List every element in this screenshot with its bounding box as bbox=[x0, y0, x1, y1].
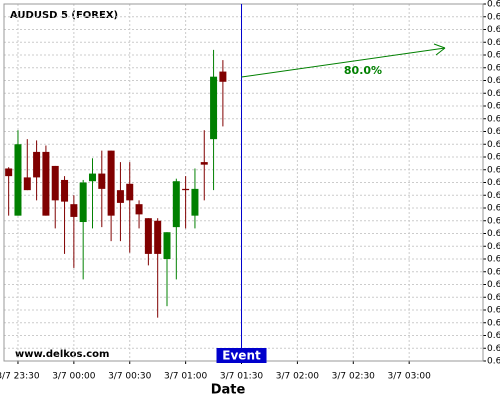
candle-body bbox=[5, 168, 13, 177]
candle-body bbox=[219, 71, 227, 82]
y-tick-label: 0.693 bbox=[487, 63, 500, 73]
y-tick-label: 0.6935 bbox=[487, 0, 500, 10]
y-tick-label: 0.6928 bbox=[487, 89, 500, 99]
candle-body bbox=[23, 177, 31, 191]
candle-body bbox=[200, 162, 208, 165]
y-tick-label: 0.6914 bbox=[487, 267, 500, 277]
candle-body bbox=[14, 144, 22, 216]
y-tick-label: 0.6918 bbox=[487, 216, 500, 226]
y-tick-label: 0.6921 bbox=[487, 178, 500, 188]
y-tick-label: 0.6924 bbox=[487, 140, 500, 150]
x-tick-label: 3/7 00:30 bbox=[108, 372, 152, 382]
y-tick-label: 0.691 bbox=[487, 318, 500, 328]
candle-body bbox=[98, 173, 106, 189]
candle-body bbox=[154, 220, 162, 254]
candle-body bbox=[135, 204, 143, 215]
annotation: 80.0% bbox=[344, 64, 382, 77]
event-label: Event bbox=[222, 349, 261, 363]
y-tick-label: 0.6913 bbox=[487, 280, 500, 290]
candle-body bbox=[163, 232, 171, 259]
candle-body bbox=[210, 76, 218, 140]
candle-body bbox=[172, 181, 180, 228]
y-tick-label: 0.6933 bbox=[487, 25, 500, 35]
y-tick-label: 0.6912 bbox=[487, 293, 500, 303]
x-tick-label: 3/7 02:30 bbox=[332, 372, 376, 382]
y-tick-label: 0.6916 bbox=[487, 242, 500, 252]
candle-body bbox=[33, 151, 41, 178]
candle-body bbox=[182, 188, 190, 191]
y-tick-label: 0.6909 bbox=[487, 331, 500, 341]
y-tick-label: 0.6908 bbox=[487, 344, 500, 354]
candle-body bbox=[126, 183, 134, 201]
y-tick-label: 0.6917 bbox=[487, 229, 500, 239]
y-tick-label: 0.6925 bbox=[487, 127, 500, 137]
y-tick-label: 0.692 bbox=[487, 191, 500, 201]
y-tick-label: 0.6922 bbox=[487, 165, 500, 175]
y-tick-label: 0.6907 bbox=[487, 357, 500, 367]
candle-body bbox=[191, 188, 199, 216]
y-tick-label: 0.6932 bbox=[487, 38, 500, 48]
event-badge bbox=[216, 348, 267, 363]
candle-body bbox=[79, 182, 87, 223]
candle-body bbox=[70, 204, 78, 217]
candle-body bbox=[42, 151, 50, 216]
x-tick-label: 3/7 01:30 bbox=[220, 372, 264, 382]
y-tick-label: 0.6911 bbox=[487, 306, 500, 316]
arrow-head bbox=[433, 43, 446, 56]
y-tick-label: 0.6927 bbox=[487, 102, 500, 112]
candle-body bbox=[61, 179, 69, 202]
candle-body bbox=[51, 165, 59, 201]
y-tick-label: 0.6929 bbox=[487, 76, 500, 86]
plot-area bbox=[3, 3, 484, 362]
y-tick-label: 0.6926 bbox=[487, 114, 500, 124]
y-tick-label: 0.6919 bbox=[487, 204, 500, 214]
y-tick-label: 0.6931 bbox=[487, 51, 500, 61]
y-tick-label: 0.6934 bbox=[487, 12, 500, 22]
y-tick-label: 0.6923 bbox=[487, 153, 500, 163]
candle-body bbox=[116, 190, 124, 203]
candle-body bbox=[88, 173, 96, 182]
candle-body bbox=[144, 218, 152, 254]
chart-title: AUDUSD 5 (FOREX) bbox=[10, 10, 118, 21]
watermark: www.delkos.com bbox=[15, 349, 109, 360]
x-axis-title: Date bbox=[211, 383, 246, 398]
x-tick-label: 3/7 00:00 bbox=[52, 372, 96, 382]
forecast-arrow bbox=[241, 47, 446, 78]
x-tick-label: 3/7 02:00 bbox=[276, 372, 320, 382]
y-tick-label: 0.6915 bbox=[487, 255, 500, 265]
x-tick-label: 3/7 01:00 bbox=[164, 372, 208, 382]
candle-body bbox=[107, 150, 115, 216]
x-tick-label: 3/7 03:00 bbox=[388, 372, 432, 382]
x-tick-label: 3/7 23:30 bbox=[0, 372, 40, 382]
